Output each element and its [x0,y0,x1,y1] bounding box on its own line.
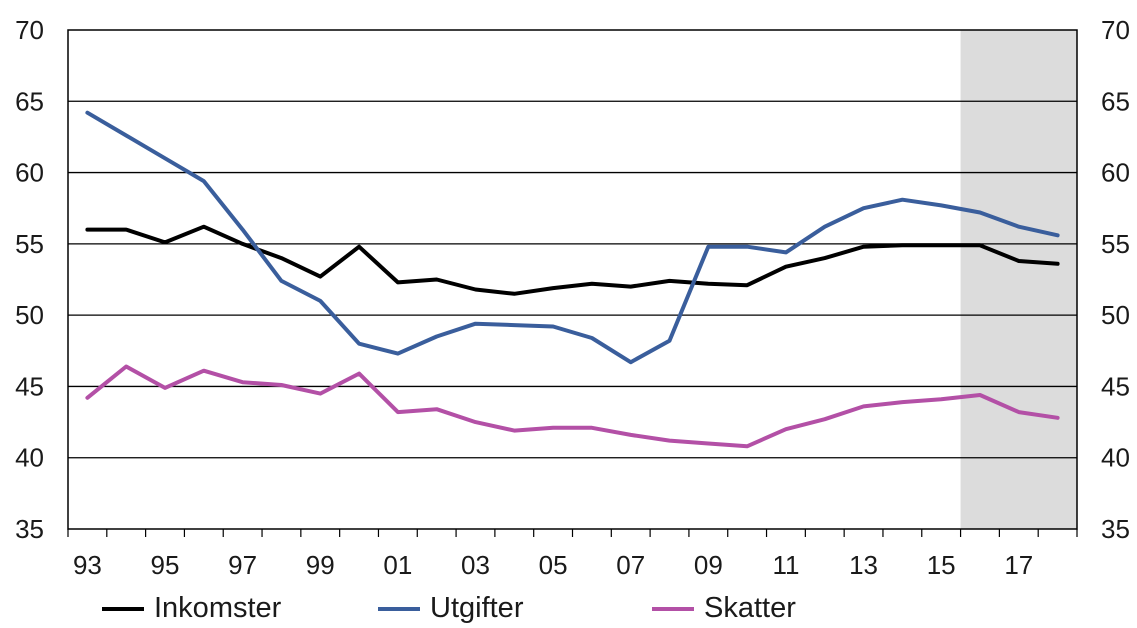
y-tick-right-60: 60 [1101,158,1130,188]
legend-item-skatter: Skatter [652,589,796,628]
x-tick-label-13: 13 [849,550,878,580]
right-y-axis: 35 40 45 50 55 60 65 70 [1101,15,1130,544]
y-tick-right-40: 40 [1101,443,1130,473]
x-tick-label-95: 95 [151,550,180,580]
forecast-shade [960,30,1077,529]
legend: Inkomster Utgifter Skatter [0,589,1137,628]
legend-item-inkomster: Inkomster [102,589,281,628]
x-tick-label-03: 03 [461,550,490,580]
plot-frame [67,29,1078,530]
x-tick-label-09: 09 [694,550,723,580]
left-y-axis: 35 40 45 50 55 60 65 70 [15,15,44,544]
x-tick-label-07: 07 [616,550,645,580]
y-tick-left-40: 40 [15,443,44,473]
x-tick-label-05: 05 [539,550,568,580]
y-tick-right-35: 35 [1101,514,1130,544]
x-tick-label-17: 17 [1004,550,1033,580]
legend-swatch-skatter [652,606,694,611]
x-axis: 93 95 97 99 01 03 05 07 09 11 13 15 17 [67,529,1078,580]
y-tick-right-70: 70 [1101,15,1130,45]
legend-item-utgifter: Utgifter [378,589,523,628]
x-tick-label-99: 99 [306,550,335,580]
line-chart: 35 40 45 50 55 60 65 70 35 40 45 50 55 60 65 70 93 95 97… [15,15,1130,580]
legend-label-skatter: Skatter [704,592,796,624]
series-layer [85,110,1060,449]
y-tick-right-55: 55 [1101,229,1130,259]
series-line-skatter [85,364,1060,449]
y-tick-right-65: 65 [1101,86,1130,116]
series-line-utgifter [85,110,1060,365]
y-tick-left-60: 60 [15,158,44,188]
y-tick-left-70: 70 [15,15,44,45]
legend-label-utgifter: Utgifter [430,592,524,624]
series-line-inkomster [85,224,1060,296]
y-tick-left-45: 45 [15,371,44,401]
y-tick-left-35: 35 [15,514,44,544]
y-tick-left-50: 50 [15,300,44,330]
legend-swatch-inkomster [102,606,144,611]
x-tick-label-01: 01 [383,550,412,580]
y-tick-left-55: 55 [15,229,44,259]
x-tick-label-93: 93 [73,550,102,580]
x-tick-label-15: 15 [927,550,956,580]
legend-swatch-utgifter [378,606,420,611]
y-tick-left-65: 65 [15,86,44,116]
x-tick-label-97: 97 [228,550,257,580]
x-tick-label-11: 11 [772,550,799,580]
gridlines [68,100,1077,459]
legend-label-inkomster: Inkomster [154,592,282,624]
y-tick-right-45: 45 [1101,371,1130,401]
y-tick-right-50: 50 [1101,300,1130,330]
